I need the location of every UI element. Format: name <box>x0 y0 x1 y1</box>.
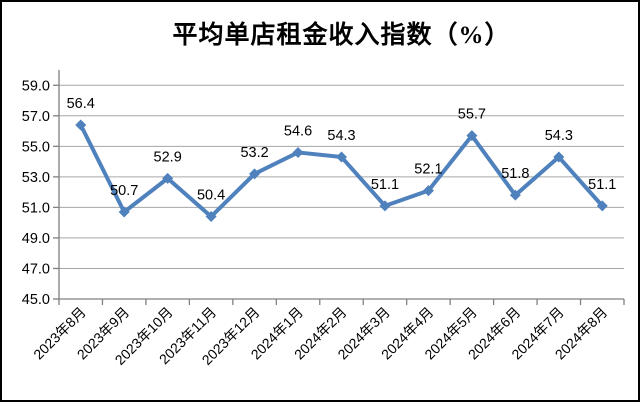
data-point-marker <box>553 151 565 163</box>
data-label: 50.7 <box>110 183 138 199</box>
data-point-marker <box>118 206 130 218</box>
data-label: 54.6 <box>284 123 312 139</box>
data-label: 54.3 <box>327 128 355 144</box>
data-point-marker <box>249 168 261 180</box>
data-point-marker <box>336 151 347 163</box>
data-label: 53.2 <box>240 145 268 161</box>
y-axis-label: 57.0 <box>22 109 50 125</box>
data-label: 56.4 <box>67 96 95 112</box>
data-point-marker <box>75 119 87 131</box>
y-axis-label: 53.0 <box>22 170 50 186</box>
data-point-marker <box>379 200 391 212</box>
data-label: 51.8 <box>501 166 529 182</box>
data-point-marker <box>162 172 174 184</box>
data-label: 51.1 <box>371 177 399 193</box>
data-label: 52.9 <box>154 149 182 165</box>
data-label: 51.1 <box>588 177 616 193</box>
data-label: 50.4 <box>197 188 225 204</box>
y-axis-label: 59.0 <box>22 78 50 94</box>
data-label: 54.3 <box>545 128 573 144</box>
y-axis-label: 55.0 <box>22 139 50 155</box>
data-point-marker <box>292 146 304 158</box>
y-axis-label: 47.0 <box>22 261 50 277</box>
data-point-marker <box>596 200 608 212</box>
chart-title: 平均单店租金收入指数（%） <box>172 22 511 49</box>
data-point-marker <box>205 211 217 223</box>
data-point-marker <box>466 130 478 142</box>
y-axis-label: 51.0 <box>22 200 50 216</box>
data-label: 52.1 <box>414 162 442 178</box>
y-axis-label: 45.0 <box>22 292 50 308</box>
y-axis-label: 49.0 <box>22 231 50 247</box>
data-label: 55.7 <box>458 107 486 123</box>
data-point-marker <box>422 185 434 197</box>
